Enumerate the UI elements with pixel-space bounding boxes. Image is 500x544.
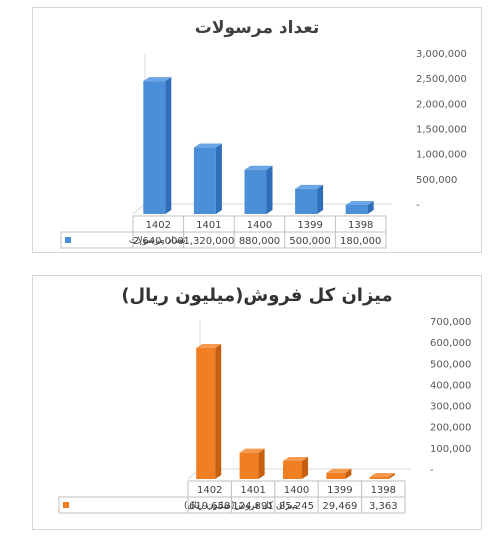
legend-key — [65, 237, 71, 243]
category-label: 1400 — [284, 485, 309, 496]
category-label: 1402 — [146, 220, 171, 231]
bar-top — [295, 184, 324, 189]
y-tick-label: - — [430, 465, 434, 476]
bar-top — [196, 343, 222, 348]
bar — [196, 343, 222, 479]
data-value-label: 180,000 — [340, 236, 381, 247]
data-value-label: 2,640,000 — [133, 236, 184, 247]
data-value-label: 85,245 — [279, 501, 314, 512]
bar-top — [283, 456, 308, 461]
bar-top — [326, 468, 352, 473]
y-tick-label: 600,000 — [430, 338, 471, 349]
bar-side — [302, 456, 308, 479]
bar — [239, 448, 265, 479]
bar-front — [244, 169, 267, 214]
y-tick-label: 500,000 — [416, 175, 457, 186]
y-tick-label: 2,000,000 — [416, 99, 467, 110]
category-label: 1401 — [196, 220, 221, 231]
data-value-label: 3,363 — [369, 501, 398, 512]
bar-side — [367, 200, 374, 214]
data-value-label: 619,658 — [189, 501, 230, 512]
bar — [369, 473, 395, 479]
category-label: 1398 — [348, 220, 373, 231]
bar-top — [345, 200, 374, 205]
data-value-label: 124,891 — [232, 501, 273, 512]
bar-side — [345, 468, 352, 479]
chart-card-sales: میزان کل فروش(میلیون ریال) - 100,000 200,0… — [32, 275, 482, 530]
bar-front — [369, 477, 389, 479]
bar-front — [196, 347, 216, 479]
bar — [143, 77, 172, 215]
axis-floor-edge — [132, 203, 146, 215]
legend-key — [63, 502, 69, 508]
chart-title: تعداد مرسولات — [194, 18, 320, 38]
y-tick-label: 1,000,000 — [416, 150, 467, 161]
bar-top — [369, 473, 395, 477]
bar-side — [215, 143, 222, 214]
bar-front — [143, 81, 166, 215]
bar-side — [258, 448, 265, 479]
data-value-label: 1,320,000 — [183, 236, 234, 247]
y-tick-label: 2,500,000 — [416, 74, 467, 85]
bar — [283, 456, 308, 479]
data-value-label: 29,469 — [322, 501, 357, 512]
category-label: 1400 — [247, 220, 272, 231]
category-label: 1398 — [371, 485, 396, 496]
legend-series-name: میزان کل فروش(میلیون ریال) — [184, 501, 298, 511]
data-value-label: 880,000 — [239, 236, 280, 247]
y-tick-label: 1,500,000 — [416, 125, 467, 136]
category-label: 1401 — [240, 485, 265, 496]
bar-front — [239, 452, 259, 479]
y-tick-label: 300,000 — [430, 402, 471, 413]
legend-cell — [60, 231, 134, 249]
y-tick-label: 100,000 — [430, 444, 471, 455]
category-label: 1399 — [327, 485, 352, 496]
y-tick-label: 200,000 — [430, 423, 471, 434]
bar-chart-shipments: - 500,000 1,000,000 1,500,000 2,000,000 2,500… — [60, 49, 467, 249]
bar-side — [165, 77, 172, 215]
bar — [326, 468, 352, 479]
chart-card-shipments: تعداد مرسولات - 500,000 1,000,000 1,500,000… — [32, 7, 482, 253]
bar-front — [283, 460, 302, 479]
legend-series-name: تعداد مرسولات — [129, 236, 186, 246]
y-tick-label: 3,000,000 — [416, 49, 467, 60]
bar-side — [215, 343, 222, 479]
y-tick-label: 700,000 — [430, 317, 471, 328]
bar — [295, 184, 324, 214]
bar-front — [345, 204, 368, 214]
y-tick-label: 500,000 — [430, 359, 471, 370]
bar-top — [244, 165, 273, 170]
category-label: 1402 — [197, 485, 222, 496]
category-label: 1399 — [297, 220, 322, 231]
data-table: 1402 1401 1400 1399 1398 619,658 124,891 85,245… — [58, 480, 406, 514]
data-table: 1402 1401 1400 1399 1398 2,640,000 1,320,000 88… — [60, 215, 387, 249]
bar-chart-sales: - 100,000 200,000 300,000 400,000 500,000 600,… — [58, 317, 471, 514]
bar — [244, 165, 273, 214]
y-tick-label: - — [416, 200, 420, 211]
bar-side — [317, 184, 324, 214]
bar-top — [193, 143, 222, 148]
bar-front — [326, 472, 346, 479]
chart-title: میزان کل فروش(میلیون ریال) — [121, 285, 393, 306]
bar-front — [295, 188, 318, 214]
data-value-label: 500,000 — [289, 236, 330, 247]
bar-top — [143, 77, 172, 82]
bar — [345, 200, 374, 214]
bar-side — [388, 473, 395, 479]
bar-top — [239, 448, 265, 453]
bar — [193, 143, 222, 214]
bar-side — [266, 165, 273, 214]
y-tick-label: 400,000 — [430, 380, 471, 391]
legend-cell — [58, 496, 189, 514]
bar-front — [193, 147, 216, 214]
